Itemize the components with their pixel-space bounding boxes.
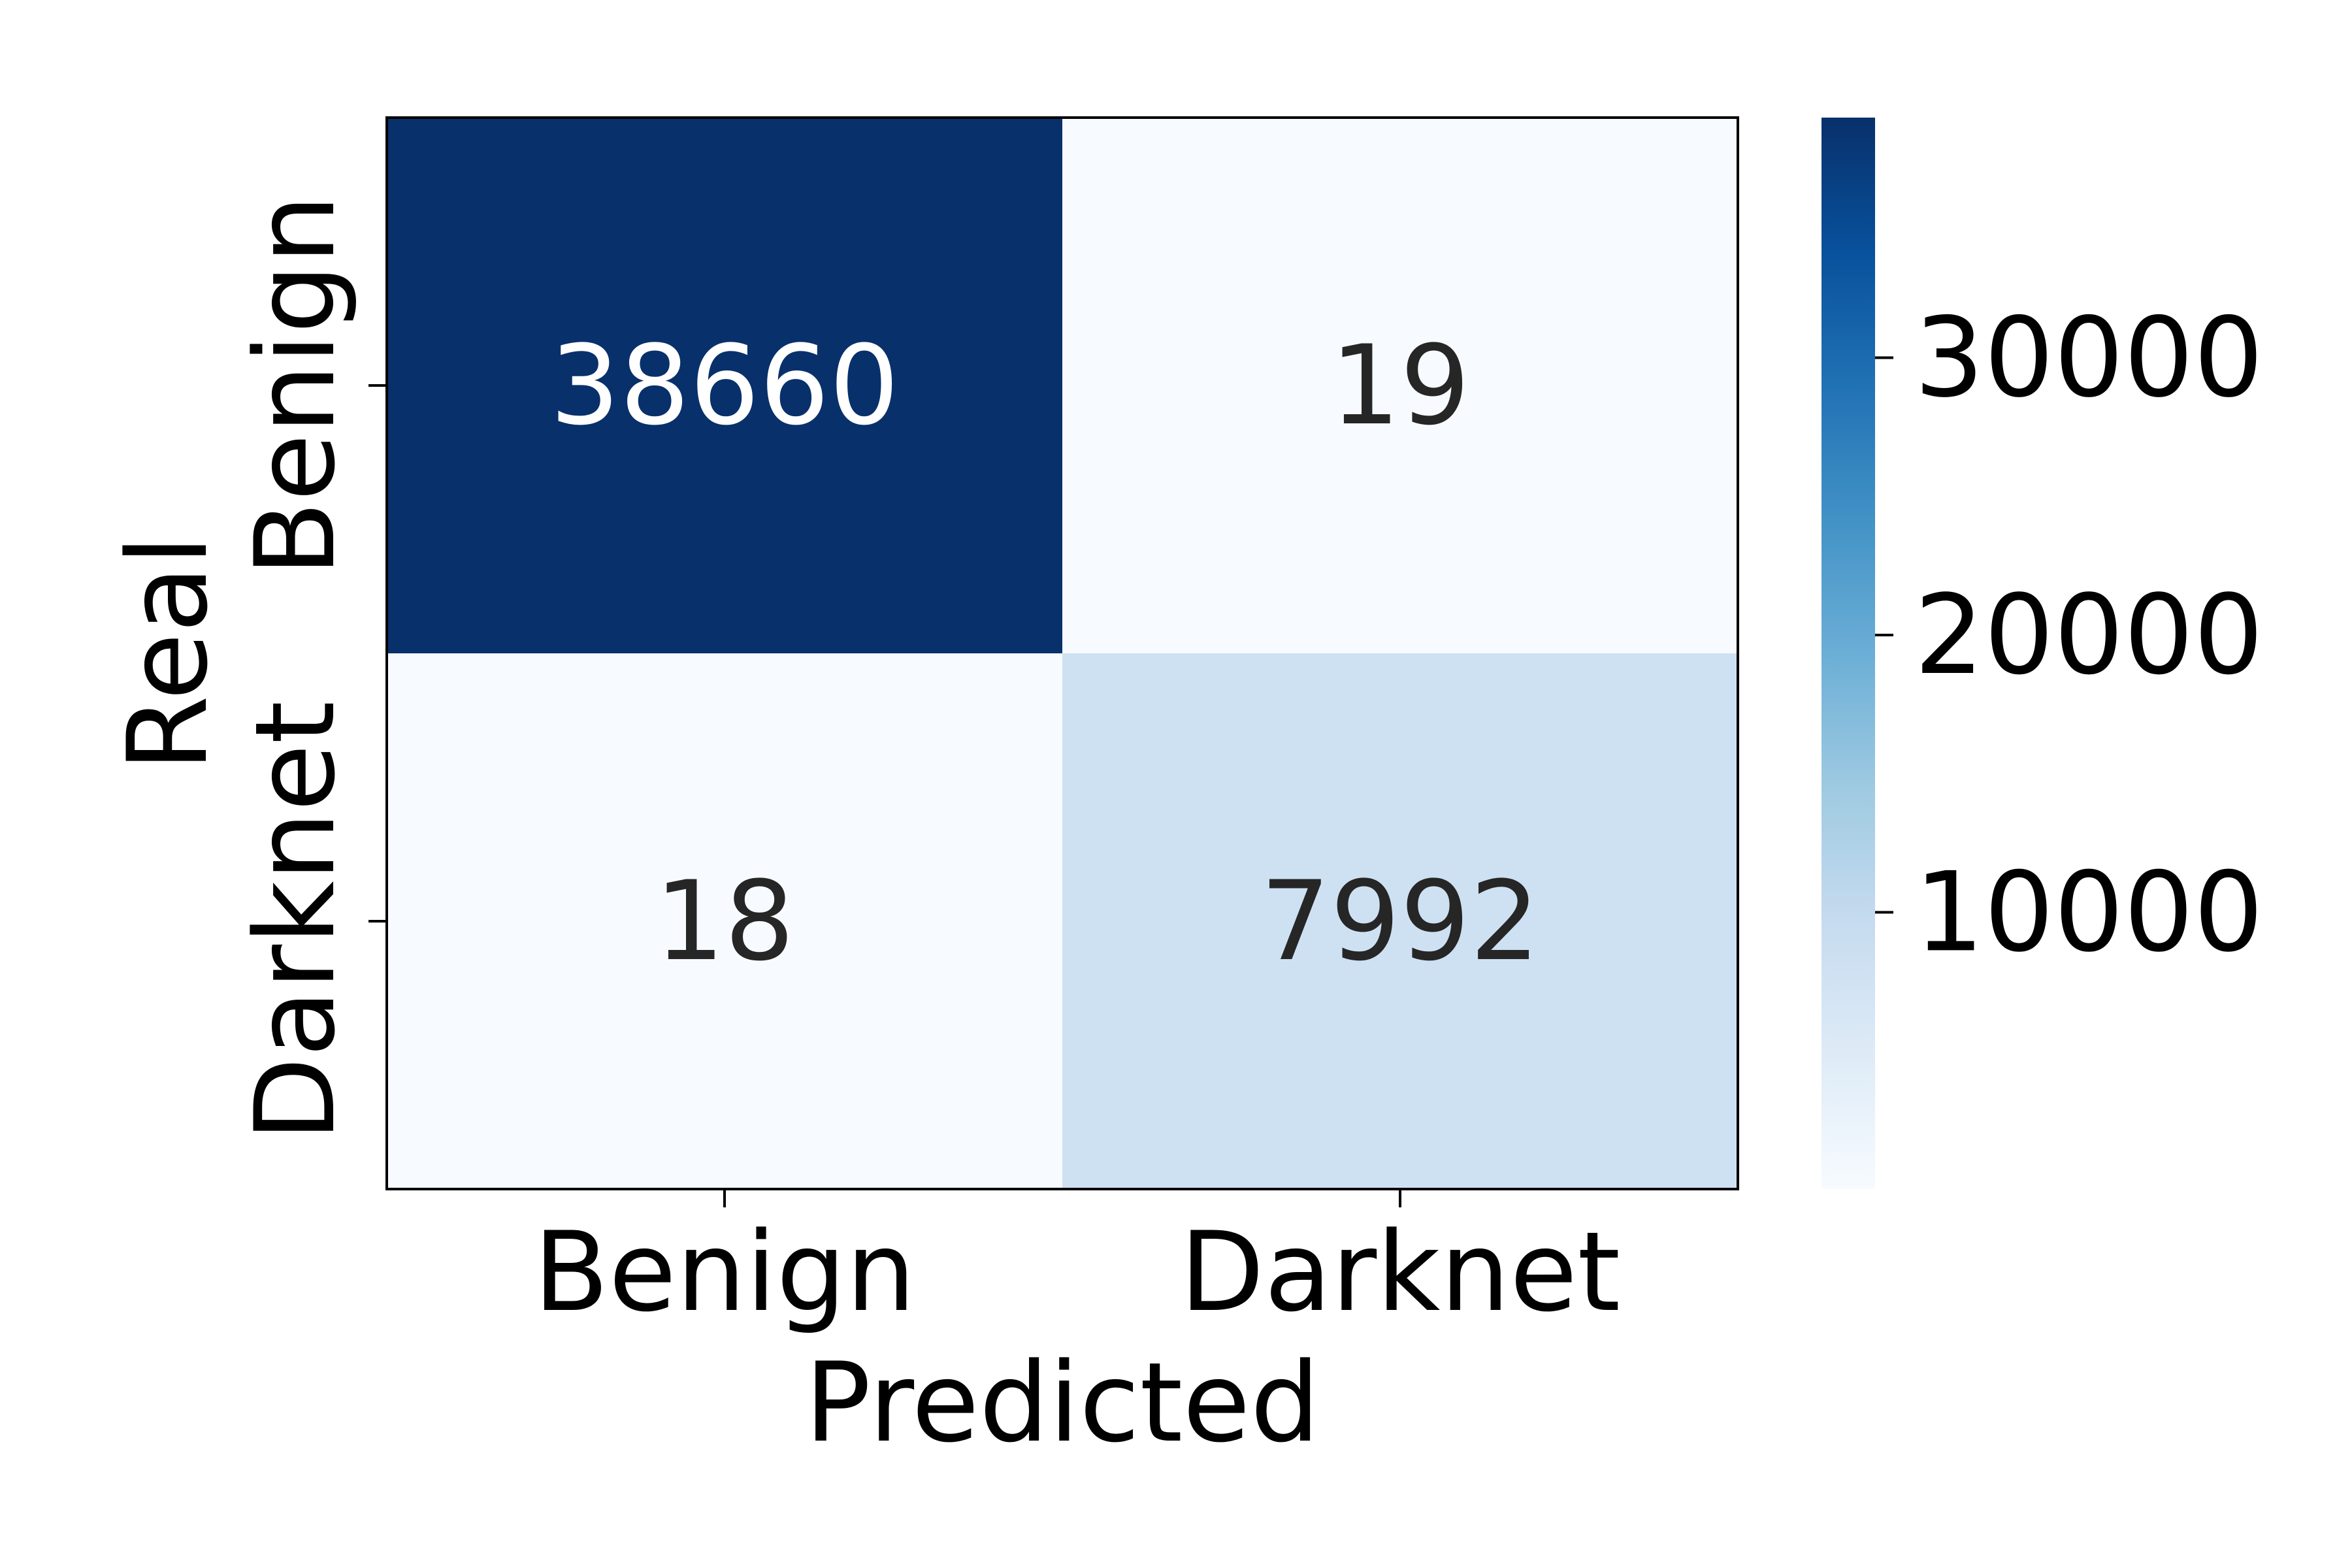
x-tick-label: Benign — [534, 1208, 916, 1336]
cell-value-label: 7992 — [1260, 857, 1540, 985]
y-axis-label: Real — [104, 535, 232, 772]
heatmap-cell — [1062, 653, 1739, 1190]
colorbar-tick-label: 20000 — [1914, 571, 2263, 699]
colorbar-tick-label: 10000 — [1914, 848, 2263, 976]
y-tick-label: Darknet — [231, 701, 359, 1141]
plot-frame — [385, 116, 1739, 1190]
heatmap-cell — [387, 653, 1063, 1190]
colorbar — [1821, 118, 1875, 1189]
x-axis-label: Predicted — [805, 1339, 1320, 1467]
colorbar-tick-label: 30000 — [1914, 294, 2263, 422]
colorbar-ticks: 10000 20000 30000 — [1875, 294, 2263, 976]
heatmap-cell — [387, 118, 1063, 654]
cell-value-label: 19 — [1330, 321, 1470, 449]
heatmap-cells — [387, 118, 1739, 1190]
cell-value-label: 18 — [655, 857, 794, 985]
x-tick-label: Darknet — [1180, 1208, 1620, 1336]
cell-value-labels: 38660 19 18 7992 — [550, 321, 1540, 985]
y-tick-label: Benign — [231, 195, 359, 577]
x-axis-ticks: Benign Darknet — [534, 1189, 1620, 1336]
y-axis-ticks: Benign Darknet — [231, 195, 387, 1141]
cell-value-label: 38660 — [550, 321, 899, 449]
heatmap-cell — [1062, 118, 1739, 654]
